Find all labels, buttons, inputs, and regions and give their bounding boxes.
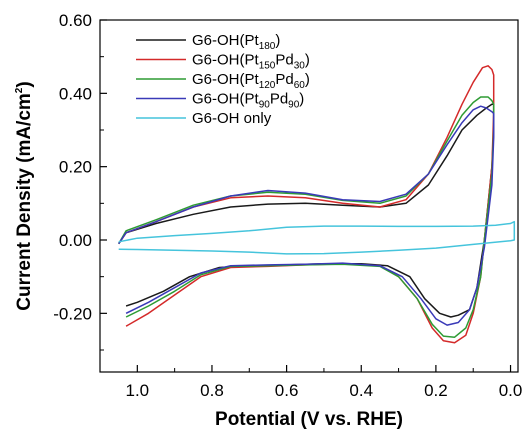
y-tick-label-0: 0.60	[59, 11, 92, 30]
series-line-4	[118, 220, 516, 255]
series-line-1	[118, 65, 495, 344]
x-tick-label-1: 0.8	[200, 381, 224, 400]
x-tick-label-5: 0.0	[499, 381, 523, 400]
y-tick-label-1: 0.40	[59, 84, 92, 103]
legend-label-3: G6-OH(Pt90Pd90)	[192, 91, 304, 111]
x-tick-label-2: 0.6	[275, 381, 299, 400]
x-tick-label-4: 0.2	[424, 381, 448, 400]
plot-series-group	[118, 65, 516, 344]
legend-label-0: G6-OH(Pt180)	[192, 32, 280, 52]
x-tick-label-0: 1.0	[126, 381, 150, 400]
plot-frame	[99, 19, 519, 373]
y-axis-label: Current Density (mA/cm2)	[14, 81, 35, 310]
y-tick-label-2: 0.20	[59, 158, 92, 177]
x-tick-label-3: 0.4	[349, 381, 373, 400]
y-tick-label-4: -0.20	[53, 304, 92, 323]
legend: G6-OH(Pt180)G6-OH(Pt150Pd30)G6-OH(Pt120P…	[136, 32, 310, 127]
y-tick-label-3: 0.00	[59, 231, 92, 250]
series-line-0	[118, 103, 495, 318]
series-line-3	[118, 105, 495, 326]
legend-label-2: G6-OH(Pt120Pd60)	[192, 71, 310, 91]
legend-label-4: G6-OH only	[192, 110, 272, 127]
x-axis-label: Potential (V vs. RHE)	[215, 409, 403, 430]
axis-ticks: 1.0 0.8 0.6 0.4 0.2 0.0 0.60 0.40 0.20 0.00 -0.20	[53, 11, 522, 400]
legend-label-1: G6-OH(Pt150Pd30)	[192, 52, 310, 72]
series-line-2	[118, 96, 495, 338]
